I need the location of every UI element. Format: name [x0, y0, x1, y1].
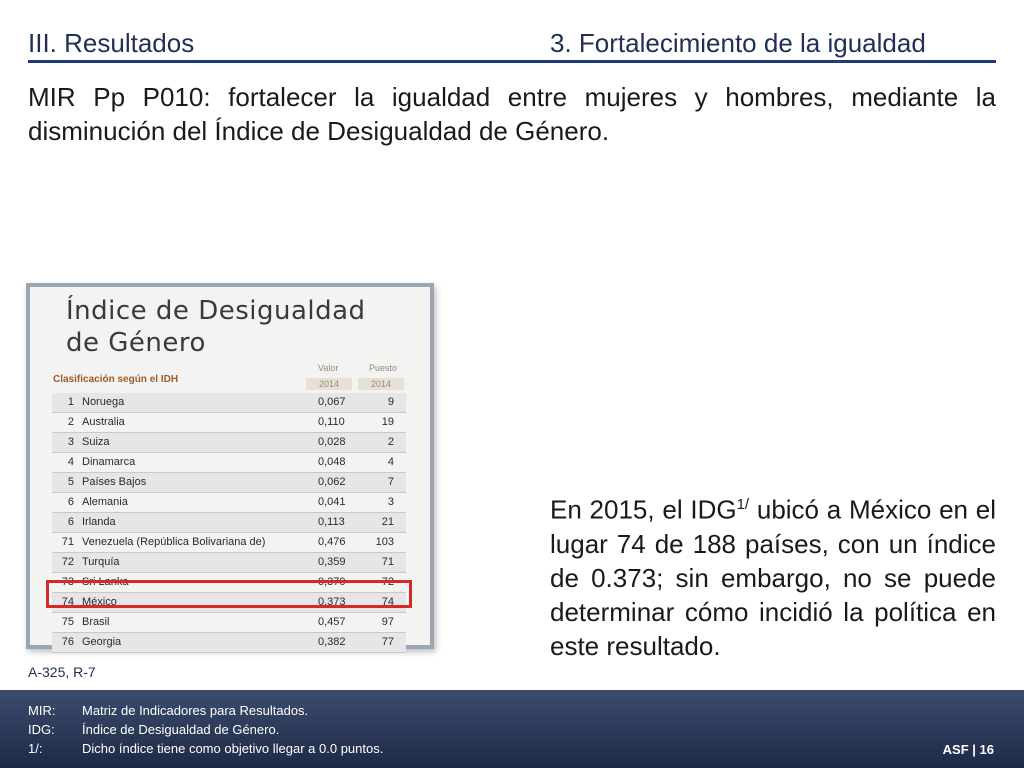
row-rank: 5 [67, 476, 74, 488]
row-value: 0,048 [318, 456, 346, 468]
row-value: 0,067 [318, 396, 346, 408]
row-position: 9 [387, 396, 394, 408]
table-row: 1 Noruega 0,067 9 [52, 393, 406, 413]
row-rank: 72 [61, 556, 74, 568]
col-value-header: Valor [318, 363, 339, 373]
row-position: 7 [387, 476, 394, 488]
row-country: Turquía [82, 556, 120, 568]
table-row: 6 Irlanda 0,113 21 [52, 513, 406, 533]
row-value: 0,359 [318, 556, 346, 568]
row-value: 0,382 [318, 636, 346, 648]
classification-label: Clasificación según el IDH [53, 374, 179, 385]
gender-inequality-table-image [26, 283, 434, 649]
row-rank: 6 [67, 516, 74, 528]
note-text-end: ubicó a México en el lugar 74 de 188 paí… [550, 494, 997, 661]
row-position: 77 [381, 636, 394, 648]
footnote-mir: MIR: Matriz de Indicadores para Resultado… [28, 703, 308, 718]
footer-bar: MIR: Matriz de Indicadores para Resultado… [0, 690, 1024, 768]
table-row: 72 Turquía 0,359 71 [52, 553, 406, 573]
row-rank: 76 [61, 636, 74, 648]
table-row: 3 Suiza 0,028 2 [52, 433, 406, 453]
figure-title-line2: de Género [66, 328, 206, 358]
row-country: Suiza [82, 436, 110, 448]
footnote-text: Índice de Desigualdad de Género. [82, 722, 280, 737]
figure-title: Índice de Desigualdad de Género [66, 295, 406, 359]
table-row: 75 Brasil 0,457 97 [52, 613, 406, 633]
objective-text: MIR Pp P010: fortalecer la igualdad entr… [28, 82, 996, 146]
row-value: 0,062 [318, 476, 346, 488]
footnote-abbr: 1/: [28, 741, 43, 756]
row-position: 97 [381, 616, 394, 628]
row-position: 21 [381, 516, 394, 528]
row-value: 0,476 [318, 536, 346, 548]
table-row: 71 Venezuela (República Bolivariana de) 0,… [52, 533, 406, 553]
topic-title: 3. Fortalecimiento de la igualdad [550, 28, 926, 58]
row-rank: 1 [67, 396, 74, 408]
header-rule [28, 60, 996, 63]
footnote-1: 1/: Dicho índice tiene como objetivo lleg… [28, 741, 383, 756]
note-superscript: 1/ [736, 496, 750, 513]
row-rank: 4 [67, 456, 74, 468]
row-country: Georgia [82, 636, 122, 648]
row-value: 0,457 [318, 616, 346, 628]
col-rank-header: Puesto [369, 363, 398, 373]
footnote-abbr: IDG: [28, 722, 55, 737]
table-row: 74 México 0,373 74 [52, 593, 406, 613]
row-position: 103 [375, 536, 394, 548]
figure-title-line1: Índice de Desigualdad [66, 296, 366, 326]
note-text-start: En 2015, el IDG [550, 494, 737, 525]
row-value: 0,041 [318, 496, 346, 508]
row-country: Brasil [82, 616, 110, 628]
table-row: 2 Australia 0,110 19 [52, 413, 406, 433]
slide-header: III. Resultados 3. Fortalecimiento de la… [28, 24, 996, 64]
mexico-highlight-box [46, 580, 412, 608]
row-country: Venezuela (República Bolivariana de) [82, 536, 266, 548]
row-value: 0,028 [318, 436, 346, 448]
row-country: Irlanda [82, 516, 116, 528]
row-position: 3 [387, 496, 394, 508]
table-row: 5 Países Bajos 0,062 7 [52, 473, 406, 493]
year-value: 2014 [306, 378, 352, 390]
row-country: Países Bajos [82, 476, 147, 488]
page-number: ASF | 16 [942, 742, 994, 757]
footnote-text: Matriz de Indicadores para Resultados. [82, 703, 309, 718]
row-rank: 75 [61, 616, 74, 628]
row-rank: 3 [67, 436, 74, 448]
row-value: 0,113 [318, 516, 345, 528]
table-row: 76 Georgia 0,382 77 [52, 633, 406, 653]
row-position: 4 [387, 456, 394, 468]
row-rank: 2 [67, 416, 74, 428]
row-rank: 6 [67, 496, 74, 508]
footnote-abbr: MIR: [28, 703, 56, 718]
row-position: 19 [381, 416, 394, 428]
source-reference: A-325, R-7 [28, 664, 96, 680]
row-country: Alemania [82, 496, 128, 508]
result-note: En 2015, el IDG1/ ubicó a México en el l… [550, 488, 996, 663]
row-value: 0,110 [318, 416, 345, 428]
table-row: 4 Dinamarca 0,048 4 [52, 453, 406, 473]
row-country: Dinamarca [82, 456, 136, 468]
footnote-text: Dicho índice tiene como objetivo llegar … [82, 741, 384, 756]
section-title: III. Resultados [28, 28, 195, 58]
row-rank: 71 [61, 536, 74, 548]
country-table: 1 Noruega 0,067 9 2 Australia 0,110 19 3 Suiza 0,0… [52, 393, 406, 653]
year-rank: 2014 [358, 378, 404, 390]
row-country: Noruega [82, 396, 125, 408]
row-position: 71 [381, 556, 394, 568]
footnote-idg: IDG: Índice de Desigualdad de Género. [28, 722, 279, 737]
row-country: Australia [82, 416, 125, 428]
row-position: 2 [387, 436, 394, 448]
table-row: 6 Alemania 0,041 3 [52, 493, 406, 513]
